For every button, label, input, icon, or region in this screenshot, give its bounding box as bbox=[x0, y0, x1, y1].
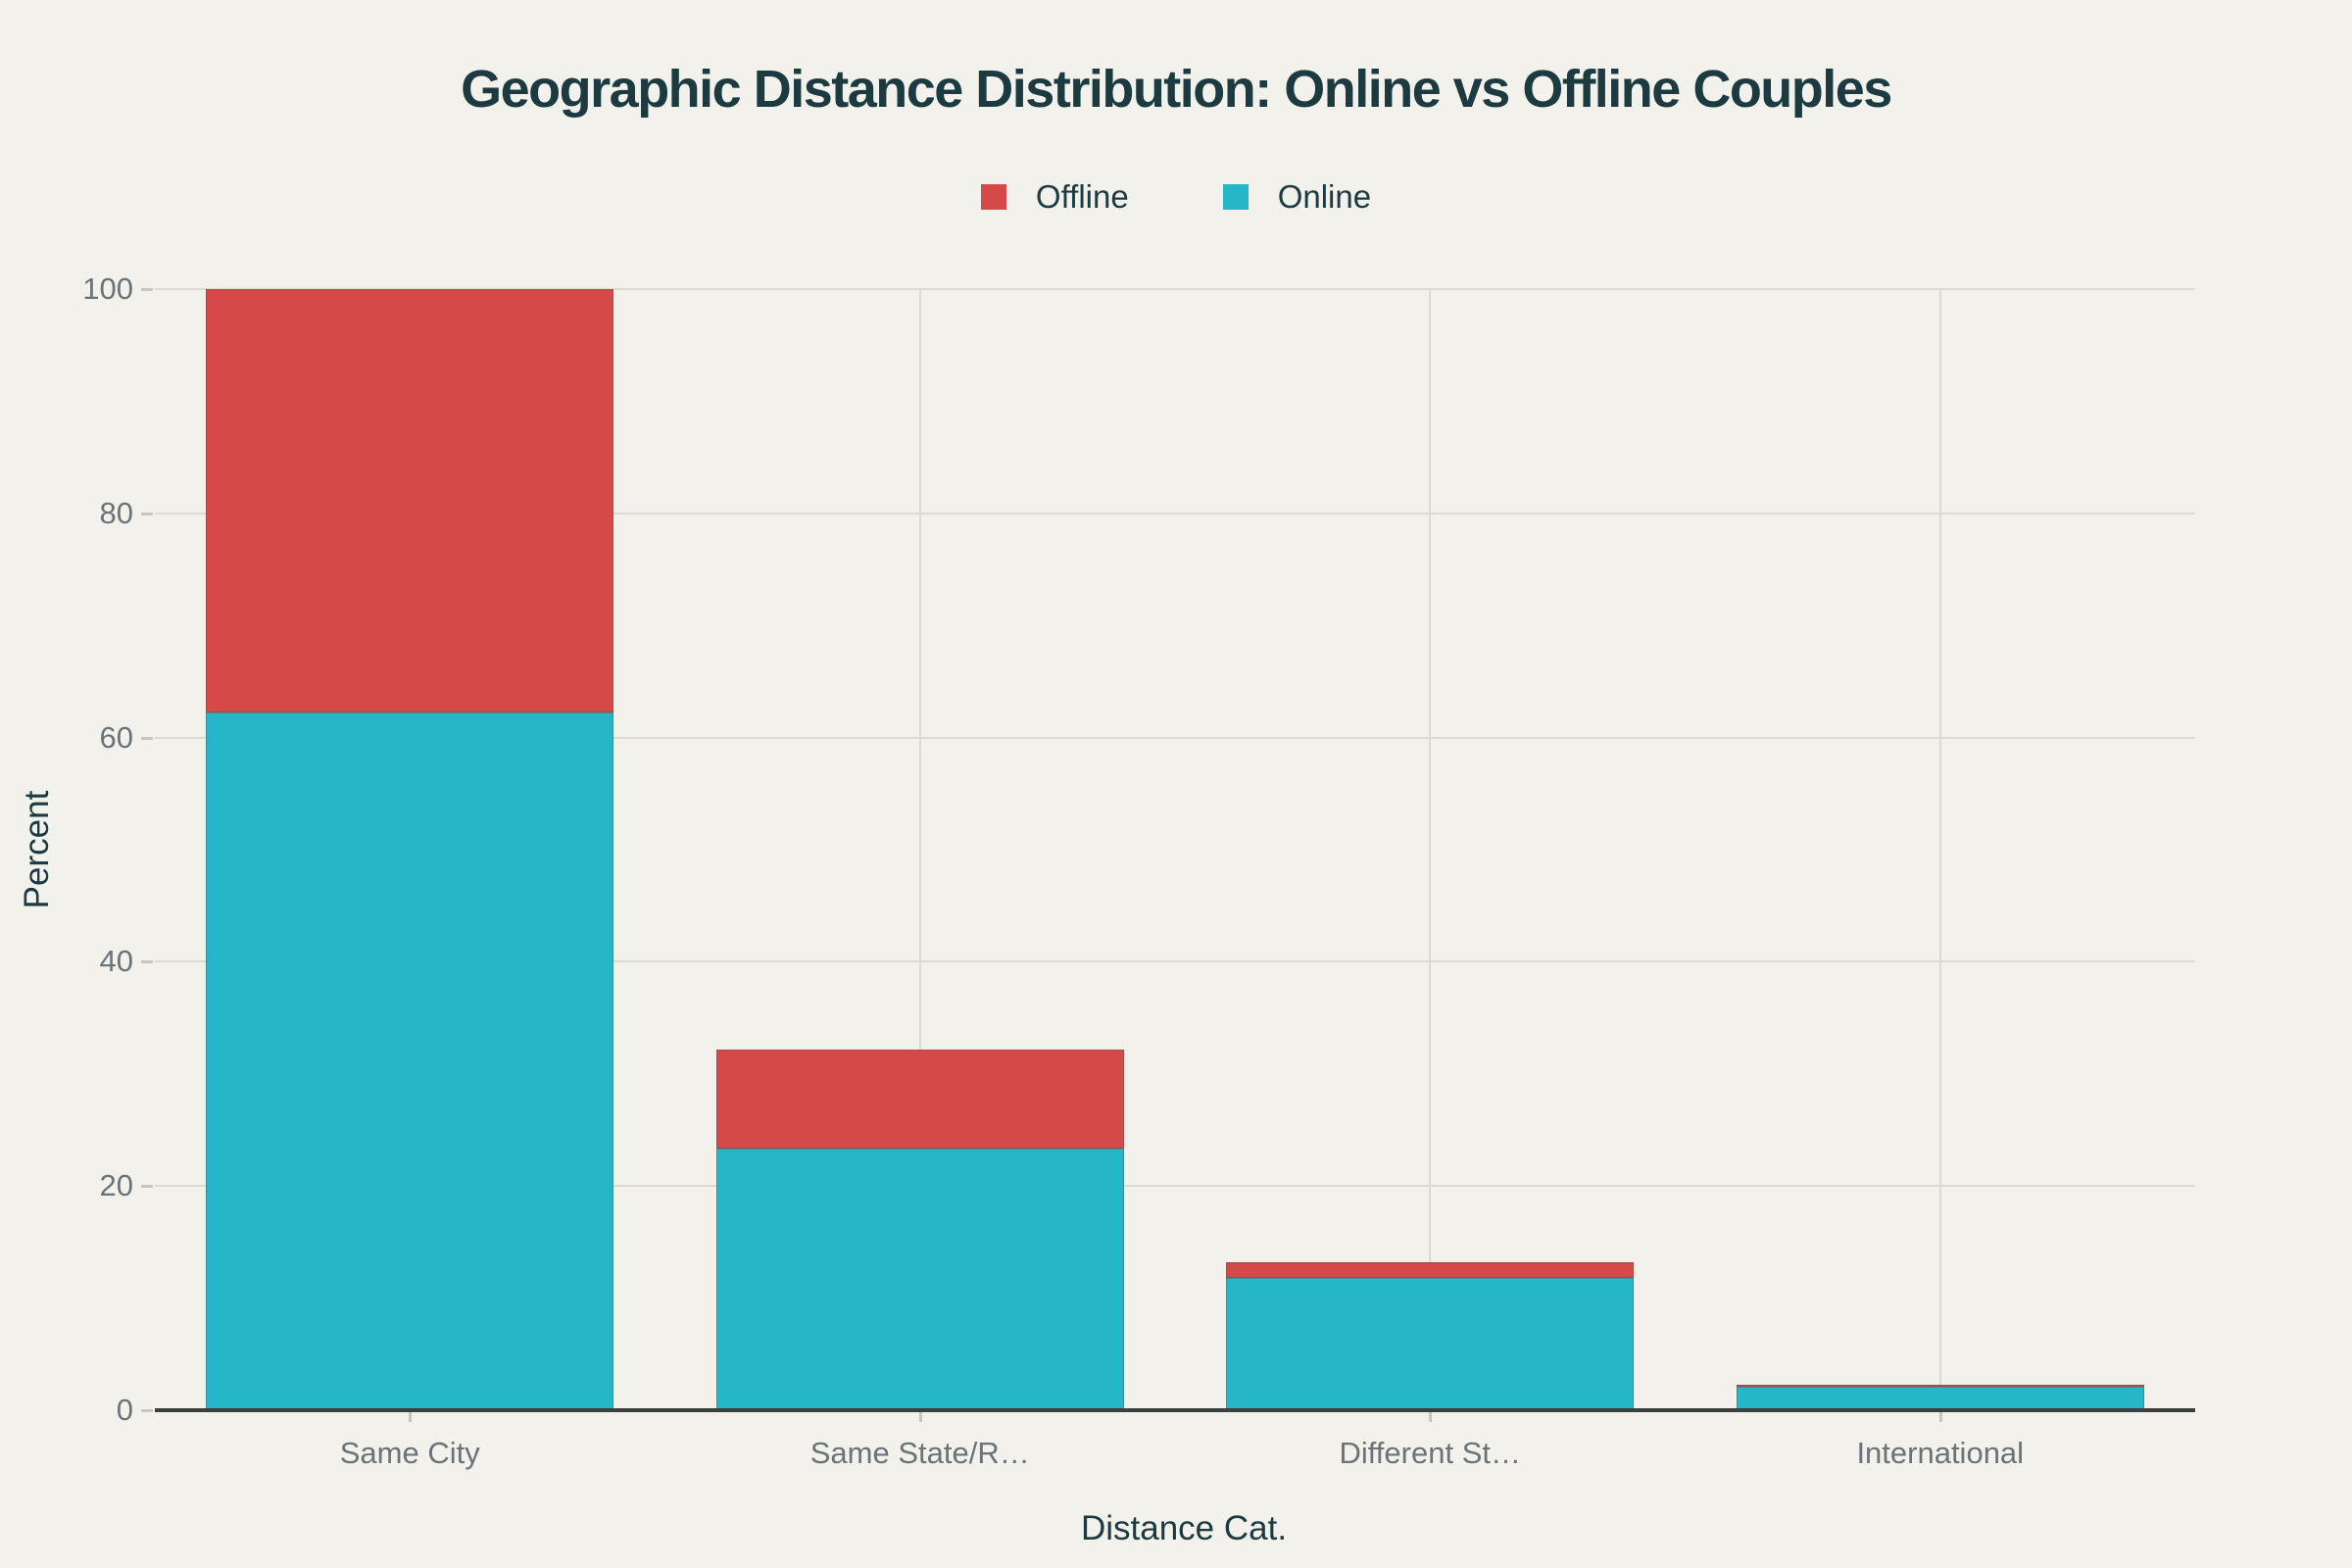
y-tick-label: 40 bbox=[99, 944, 133, 979]
y-gridline bbox=[155, 960, 2195, 963]
legend-swatch-offline-icon bbox=[980, 184, 1006, 210]
x-tick-label: Same City bbox=[339, 1436, 480, 1470]
y-tick-mark bbox=[141, 288, 153, 291]
x-tick-mark bbox=[409, 1410, 413, 1422]
legend-label-online: Online bbox=[1277, 178, 1372, 215]
y-tick-mark bbox=[141, 960, 153, 964]
bar-segment-online-1 bbox=[206, 712, 614, 1410]
bar-segment-offline-1 bbox=[206, 289, 614, 713]
x-gridline bbox=[1429, 289, 1432, 1410]
y-tick-mark bbox=[141, 1409, 153, 1412]
bar-segment-online-4 bbox=[1736, 1386, 2144, 1410]
bar-segment-offline-2 bbox=[715, 1049, 1124, 1150]
y-gridline bbox=[155, 736, 2195, 739]
x-tick-mark bbox=[1938, 1410, 1942, 1422]
x-tick-label: Same State/R… bbox=[809, 1436, 1030, 1470]
y-gridline bbox=[155, 288, 2195, 290]
x-gridline bbox=[918, 289, 921, 1410]
y-tick-label: 80 bbox=[99, 495, 133, 530]
y-tick-label: 20 bbox=[99, 1168, 133, 1203]
legend-label-offline: Offline bbox=[1035, 178, 1129, 215]
x-axis-title: Distance Cat. bbox=[1080, 1509, 1288, 1547]
bar-segment-online-2 bbox=[715, 1149, 1124, 1410]
legend-item-online[interactable]: Online bbox=[1222, 178, 1372, 216]
x-tick-mark bbox=[918, 1410, 922, 1422]
x-tick-label: International bbox=[1856, 1436, 2025, 1470]
y-tick-label: 0 bbox=[116, 1393, 133, 1427]
bar-segment-offline-3 bbox=[1226, 1261, 1635, 1278]
y-tick-mark bbox=[141, 736, 153, 740]
legend-swatch-online-icon bbox=[1222, 184, 1249, 210]
bar-segment-offline-4 bbox=[1736, 1384, 2144, 1387]
y-tick-label: 100 bbox=[82, 271, 133, 306]
x-tick-label: Different St… bbox=[1339, 1436, 1521, 1470]
legend: Offline Online bbox=[0, 178, 2352, 216]
bar-segment-online-3 bbox=[1226, 1278, 1635, 1410]
x-tick-mark bbox=[1429, 1410, 1433, 1422]
legend-item-offline[interactable]: Offline bbox=[980, 178, 1129, 216]
y-tick-mark bbox=[141, 512, 153, 515]
y-gridline bbox=[155, 512, 2195, 514]
x-axis-line bbox=[155, 1408, 2195, 1412]
chart-title: Geographic Distance Distribution: Online… bbox=[461, 60, 1892, 119]
x-gridline bbox=[1938, 289, 1941, 1410]
y-tick-mark bbox=[141, 1185, 153, 1189]
y-tick-label: 60 bbox=[99, 719, 133, 755]
y-gridline bbox=[155, 1185, 2195, 1188]
